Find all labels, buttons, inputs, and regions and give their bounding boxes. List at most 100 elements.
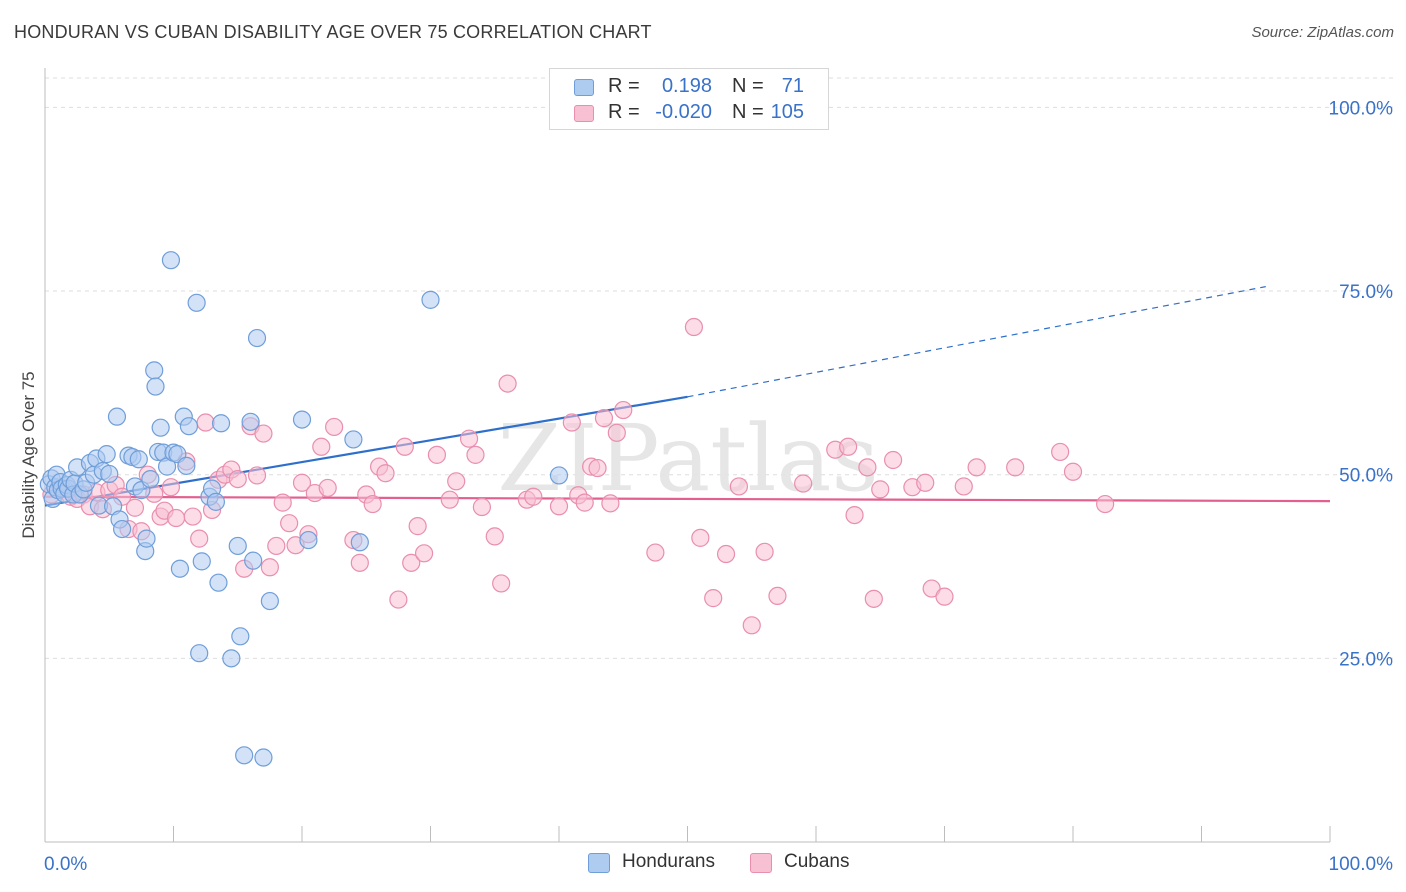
cuban-point [389, 590, 408, 609]
cuban-point [498, 374, 517, 393]
cubans-legend-swatch [750, 853, 772, 873]
cuban-point [575, 493, 594, 512]
honduran-point [260, 591, 279, 611]
cuban-point [183, 507, 202, 526]
honduran-point [292, 410, 312, 429]
cuban-point [440, 490, 459, 509]
cuban-point [125, 498, 145, 517]
y-tick-label: 100.0% [1329, 98, 1394, 119]
honduran-point [241, 412, 260, 431]
honduran-point [145, 361, 164, 380]
y-tick-label: 75.0% [1339, 282, 1393, 303]
cuban-point [864, 589, 883, 608]
cuban-point [325, 417, 344, 437]
cuban-point [922, 579, 941, 598]
cuban-point [704, 589, 723, 608]
honduran-point [146, 377, 165, 396]
legend-row-hondurans: R = 0.198 N = 71 [550, 75, 828, 101]
cuban-point [684, 317, 704, 337]
cuban-point [292, 473, 312, 492]
honduran-point [177, 456, 196, 475]
honduran-point [211, 414, 231, 433]
honduran-point [190, 644, 209, 663]
hondurans-legend-label: Hondurans [622, 851, 715, 872]
cuban-point [459, 429, 479, 448]
cuban-point [485, 527, 504, 546]
cuban-point [524, 487, 543, 506]
cuban-point [794, 474, 813, 493]
cuban-point [350, 553, 369, 572]
chart-title: HONDURAN VS CUBAN DISABILITY AGE OVER 75… [14, 22, 652, 42]
cuban-point [768, 586, 787, 606]
honduran-point [206, 492, 226, 511]
cubans-trend-line [44, 495, 1331, 503]
cuban-point [858, 458, 877, 477]
cuban-point [466, 445, 485, 464]
source-credit: Source: ZipAtlas.com [1251, 24, 1394, 41]
cuban-point [588, 458, 607, 478]
cuban-point [363, 494, 382, 514]
cuban-point [883, 450, 903, 470]
honduran-point [231, 627, 250, 646]
legend-row-cubans: R = -0.020 N = 105 [550, 101, 828, 127]
honduran-point [421, 290, 440, 309]
cuban-point [646, 543, 665, 562]
honduran-point [235, 746, 254, 765]
n-label: N = [732, 101, 764, 123]
cuban-point [196, 413, 215, 432]
x-tick-label: 100.0% [1329, 854, 1394, 875]
cuban-point [447, 472, 466, 491]
cuban-point [402, 553, 421, 572]
honduran-point [209, 573, 228, 592]
cuban-point [614, 400, 633, 420]
y-tick-label: 25.0% [1339, 649, 1393, 670]
cuban-point [312, 437, 331, 456]
hondurans-n-value: 71 [781, 75, 804, 97]
cuban-point [607, 423, 626, 442]
watermark: ZIPatlas [497, 405, 878, 512]
cuban-point [166, 508, 186, 528]
honduran-point [107, 407, 127, 426]
honduran-point [97, 445, 116, 464]
honduran-point [350, 533, 369, 552]
cuban-point [492, 574, 511, 593]
cuban-point [967, 458, 986, 477]
honduran-point [179, 417, 199, 436]
cuban-point [755, 542, 774, 561]
cuban-point [280, 514, 299, 533]
cuban-point [267, 536, 286, 556]
honduran-point [247, 328, 267, 348]
cuban-point [1006, 458, 1025, 477]
cuban-point [190, 529, 209, 548]
cuban-point [1063, 462, 1083, 481]
cuban-point [742, 616, 761, 635]
cuban-point [935, 587, 954, 606]
cuban-point [549, 497, 569, 516]
honduran-point [549, 466, 569, 485]
honduran-point [254, 748, 273, 767]
cuban-point [729, 477, 749, 496]
cuban-point [408, 517, 427, 536]
cuban-point [395, 437, 414, 456]
honduran-point [228, 536, 247, 556]
cuban-point [839, 437, 858, 456]
hondurans-legend-swatch [588, 853, 610, 873]
cubans-legend-label: Cubans [784, 851, 850, 872]
honduran-point [299, 530, 318, 550]
y-axis-label: Disability Age Over 75 [19, 371, 38, 538]
cuban-point [716, 544, 736, 564]
honduran-point [244, 551, 263, 570]
honduran-point [129, 450, 148, 469]
cuban-point [594, 409, 614, 428]
honduran-point [141, 470, 160, 489]
r-label: R = [608, 75, 640, 97]
honduran-point [112, 519, 132, 539]
cuban-point [1051, 442, 1070, 462]
cuban-point [318, 478, 337, 498]
cuban-point [601, 494, 620, 513]
n-label: N = [732, 75, 764, 97]
cuban-point [254, 424, 273, 443]
cuban-point [228, 470, 247, 489]
cuban-point [376, 464, 395, 483]
